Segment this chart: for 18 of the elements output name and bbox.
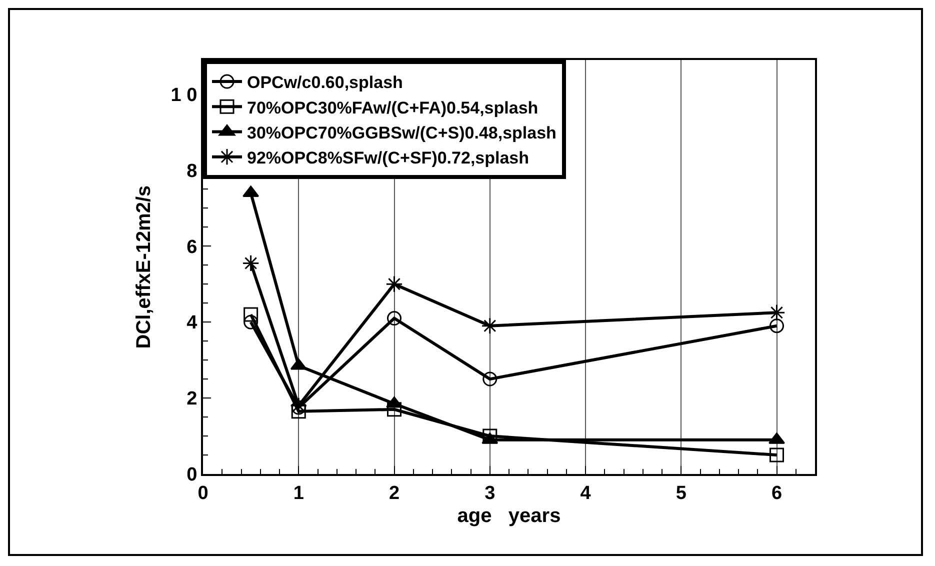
x-tick-label: 1 [293,482,304,504]
x-tick-label: 3 [484,482,496,504]
x-tick-label: 4 [580,482,592,504]
x-tick-label: 5 [676,482,687,504]
legend-label: OPCw/c0.60,splash [247,73,403,92]
y-tick-label: 1 0 [170,84,198,106]
y-tick-label: 4 [186,312,198,334]
legend-label: 70%OPC30%FAw/(C+FA)0.54,splash [247,98,538,118]
y-tick-label: 2 [186,388,198,410]
x-tick-label: 6 [771,482,782,504]
y-axis-title: DCl,effxE-12m2/s [132,185,155,349]
x-axis-title: age years [457,504,561,527]
legend-label: 92%OPC8%SFw/(C+SF)0.72,splash [247,148,530,168]
y-tick-label: 0 [186,464,198,486]
y-tick-label: 8 [186,160,198,182]
x-tick-label: 2 [388,482,400,504]
y-tick-label: 6 [186,236,198,258]
legend-label: 30%OPC70%GGBSw/(C+S)0.48,splash [247,123,556,142]
